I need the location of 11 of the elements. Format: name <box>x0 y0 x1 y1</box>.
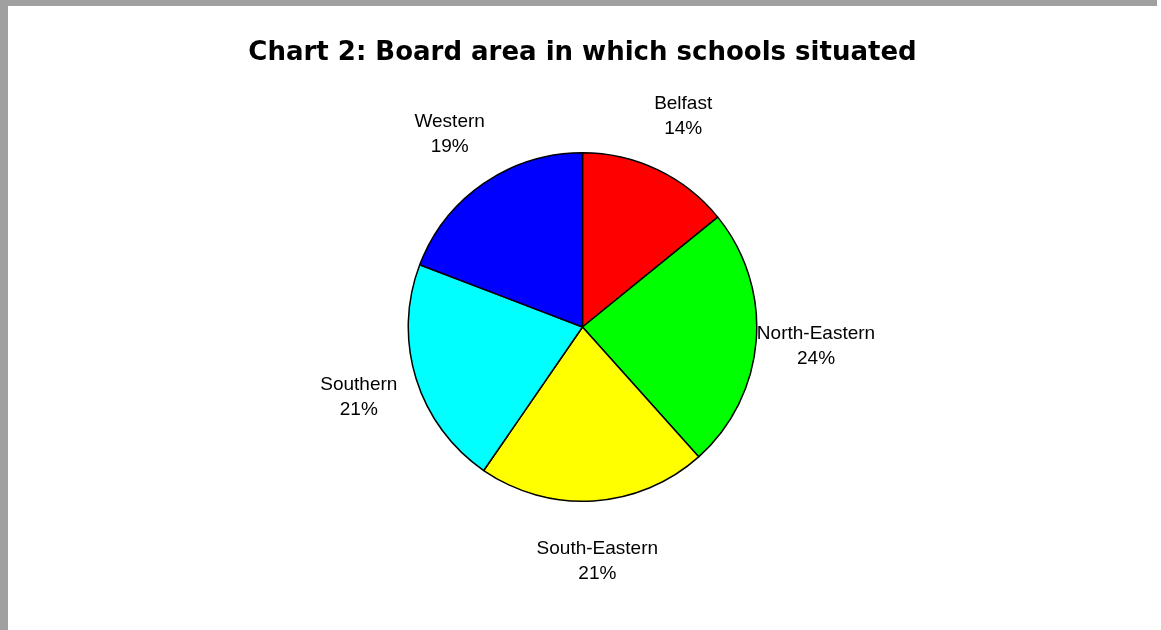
data-label: 24% <box>797 346 836 368</box>
data-label: 21% <box>339 397 378 419</box>
slice-label: North-Eastern <box>756 321 876 343</box>
slice-label: Western <box>414 110 485 132</box>
slice-label: Belfast <box>654 91 713 113</box>
data-label: 14% <box>664 116 703 138</box>
data-label: 19% <box>430 135 469 157</box>
data-label: 21% <box>578 562 617 584</box>
slice-label: South-Eastern <box>536 537 659 559</box>
slice-label: Southern <box>320 372 398 394</box>
chart-title: Chart 2: Board area in which schools situated <box>247 36 918 66</box>
